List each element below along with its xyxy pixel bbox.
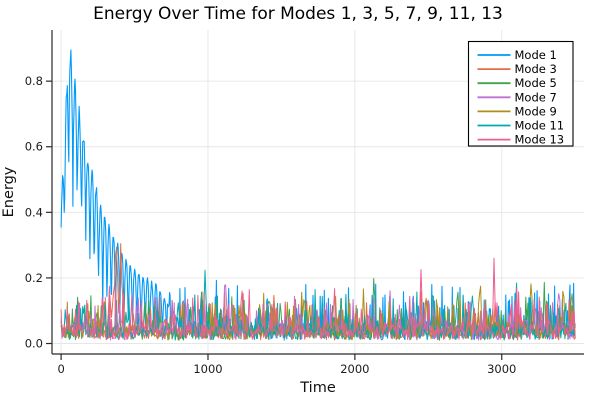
x-tick-label: 1000: [193, 362, 222, 376]
x-tick-label: 0: [57, 362, 64, 376]
legend-box: [467, 40, 574, 147]
axes: [46, 30, 584, 360]
chart-title: Energy Over Time for Modes 1, 3, 5, 7, 9…: [93, 4, 503, 24]
legend-label: Mode 9: [515, 104, 557, 118]
legend-label: Mode 13: [515, 133, 565, 147]
series-line-mode-9: [60, 283, 576, 341]
legend-label: Mode 1: [515, 48, 557, 62]
legend-label: Mode 5: [515, 76, 557, 90]
y-tick-label: 0.8: [25, 74, 43, 88]
y-tick-label: 0.0: [25, 337, 43, 351]
legend-label: Mode 7: [515, 90, 557, 104]
x-tick-label: 3000: [487, 362, 516, 376]
x-axis-label: Time: [299, 380, 336, 396]
tick-labels: 0 1000 2000 3000 0.0 0.2 0.4 0.6 0.8: [25, 74, 517, 376]
y-axis-label: Energy: [1, 166, 17, 217]
x-tick-label: 2000: [340, 362, 369, 376]
legend-label: Mode 11: [515, 119, 565, 133]
series-line-mode-13: [60, 257, 576, 341]
y-tick-label: 0.6: [25, 140, 43, 154]
y-tick-label: 0.2: [25, 271, 43, 285]
y-tick-label: 0.4: [25, 205, 43, 219]
legend-label: Mode 3: [515, 62, 557, 76]
plot-area: [60, 49, 576, 341]
